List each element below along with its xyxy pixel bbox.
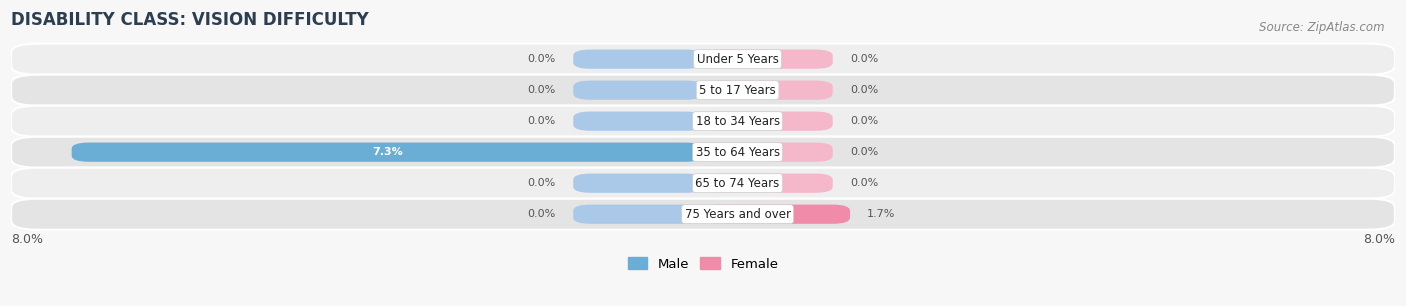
FancyBboxPatch shape <box>11 75 1395 106</box>
FancyBboxPatch shape <box>574 174 703 193</box>
Text: Source: ZipAtlas.com: Source: ZipAtlas.com <box>1260 21 1385 34</box>
Text: 0.0%: 0.0% <box>527 85 555 95</box>
FancyBboxPatch shape <box>703 205 851 224</box>
Text: 0.0%: 0.0% <box>851 116 879 126</box>
Text: 75 Years and over: 75 Years and over <box>685 208 790 221</box>
FancyBboxPatch shape <box>703 143 832 162</box>
Text: 5 to 17 Years: 5 to 17 Years <box>699 84 776 97</box>
FancyBboxPatch shape <box>703 112 832 131</box>
FancyBboxPatch shape <box>11 199 1395 230</box>
Text: 1.7%: 1.7% <box>868 209 896 219</box>
Text: 8.0%: 8.0% <box>11 233 44 246</box>
Text: Under 5 Years: Under 5 Years <box>696 53 779 66</box>
Text: 65 to 74 Years: 65 to 74 Years <box>696 177 780 190</box>
FancyBboxPatch shape <box>11 168 1395 199</box>
Text: 7.3%: 7.3% <box>373 147 402 157</box>
FancyBboxPatch shape <box>574 50 703 69</box>
Text: 18 to 34 Years: 18 to 34 Years <box>696 115 780 128</box>
Text: 0.0%: 0.0% <box>527 116 555 126</box>
Text: 0.0%: 0.0% <box>851 147 879 157</box>
Text: 0.0%: 0.0% <box>527 54 555 64</box>
Text: 0.0%: 0.0% <box>527 178 555 188</box>
Text: 8.0%: 8.0% <box>1362 233 1395 246</box>
FancyBboxPatch shape <box>703 174 832 193</box>
Text: DISABILITY CLASS: VISION DIFFICULTY: DISABILITY CLASS: VISION DIFFICULTY <box>11 11 368 29</box>
FancyBboxPatch shape <box>11 106 1395 137</box>
Legend: Male, Female: Male, Female <box>627 257 779 271</box>
Text: 0.0%: 0.0% <box>527 209 555 219</box>
Text: 0.0%: 0.0% <box>851 85 879 95</box>
FancyBboxPatch shape <box>574 112 703 131</box>
FancyBboxPatch shape <box>703 80 832 100</box>
FancyBboxPatch shape <box>574 205 703 224</box>
FancyBboxPatch shape <box>574 80 703 100</box>
FancyBboxPatch shape <box>11 44 1395 75</box>
FancyBboxPatch shape <box>72 143 703 162</box>
Text: 0.0%: 0.0% <box>851 54 879 64</box>
FancyBboxPatch shape <box>11 137 1395 168</box>
Text: 0.0%: 0.0% <box>851 178 879 188</box>
FancyBboxPatch shape <box>703 50 832 69</box>
Text: 35 to 64 Years: 35 to 64 Years <box>696 146 780 159</box>
